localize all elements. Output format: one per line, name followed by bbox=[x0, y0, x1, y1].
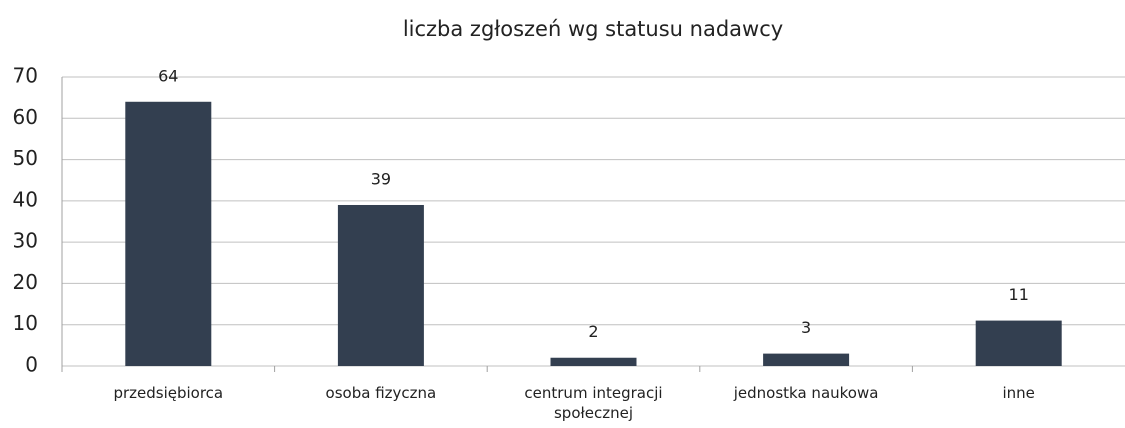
data-label: 11 bbox=[1009, 285, 1029, 304]
y-tick-label: 10 bbox=[13, 311, 38, 335]
bar bbox=[337, 204, 424, 366]
x-tick-label: centrum integracji społecznej bbox=[524, 384, 663, 422]
x-tick-label: inne bbox=[1002, 384, 1035, 402]
data-label: 3 bbox=[801, 318, 811, 337]
data-label: 2 bbox=[588, 322, 598, 341]
x-tick-label: osoba fizyczna bbox=[325, 384, 437, 402]
x-tick-label: jednostka naukowa bbox=[733, 384, 879, 402]
data-label: 39 bbox=[371, 169, 391, 188]
y-tick-label: 50 bbox=[13, 146, 38, 170]
y-tick-label: 60 bbox=[13, 105, 38, 129]
bar bbox=[550, 357, 637, 366]
x-tick-label: przedsiębiorca bbox=[113, 384, 224, 402]
bar bbox=[975, 320, 1062, 366]
bar bbox=[125, 101, 212, 367]
y-tick-label: 30 bbox=[13, 229, 38, 253]
y-tick-label: 70 bbox=[13, 64, 38, 88]
bar bbox=[763, 353, 850, 366]
chart-title: liczba zgłoszeń wg statusu nadawcy bbox=[403, 17, 783, 41]
data-label: 64 bbox=[158, 66, 178, 85]
y-tick-label: 0 bbox=[25, 353, 38, 377]
y-tick-label: 20 bbox=[13, 270, 38, 294]
y-tick-label: 40 bbox=[13, 187, 38, 211]
